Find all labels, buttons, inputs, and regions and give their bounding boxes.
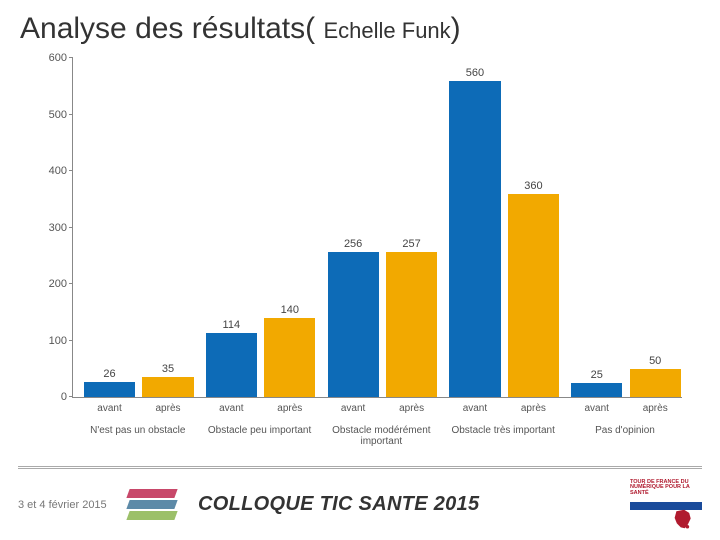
bar-value-label: 256	[328, 238, 379, 252]
chart-bar: 140après	[264, 318, 315, 397]
chart-bar: 560avant	[449, 81, 500, 397]
x-sub-label: avant	[328, 397, 379, 414]
y-tick-label: 300	[33, 222, 67, 234]
page-title: Analyse des résultats( Echelle Funk)	[20, 12, 700, 46]
x-group-label: Pas d'opinion	[570, 425, 680, 436]
bar-value-label: 560	[449, 67, 500, 81]
x-group-label: N'est pas un obstacle	[83, 425, 193, 436]
x-sub-label: après	[386, 397, 437, 414]
logo-right-text: TOUR DE FRANCE DU NUMÉRIQUE POUR LA SANT…	[630, 480, 702, 497]
footer: 3 et 4 février 2015 COLLOQUE TIC SANTE 2…	[18, 468, 702, 540]
title-sub: Echelle Funk	[323, 18, 450, 43]
bar-value-label: 114	[206, 319, 257, 333]
chart-bar: 25avant	[571, 383, 622, 397]
chart-bars: 26avant35après114avant140après256avant25…	[73, 58, 682, 397]
x-sub-label: avant	[84, 397, 135, 414]
chart-bar: 114avant	[206, 333, 257, 397]
y-tick-label: 600	[33, 52, 67, 64]
x-sub-label: avant	[449, 397, 500, 414]
bar-value-label: 50	[630, 355, 681, 369]
bar-value-label: 360	[508, 180, 559, 194]
logo-tour-de-france: TOUR DE FRANCE DU NUMÉRIQUE POUR LA SANT…	[630, 480, 702, 530]
chart-bar: 26avant	[84, 382, 135, 397]
y-tick-label: 100	[33, 335, 67, 347]
chart-bar: 50après	[630, 369, 681, 397]
footer-colloque: COLLOQUE TIC SANTE 2015	[194, 493, 630, 516]
y-tick-mark	[69, 57, 73, 58]
y-tick-mark	[69, 396, 73, 397]
title-close: )	[451, 12, 461, 45]
slide: Analyse des résultats( Echelle Funk) 26a…	[0, 0, 720, 540]
x-sub-label: après	[264, 397, 315, 414]
x-sub-label: avant	[206, 397, 257, 414]
y-tick-label: 500	[33, 109, 67, 121]
x-group-label: Obstacle très important	[448, 425, 558, 436]
bar-value-label: 25	[571, 369, 622, 383]
chart-area: 26avant35après114avant140après256avant25…	[30, 58, 690, 468]
y-tick-label: 200	[33, 278, 67, 290]
title-main: Analyse des résultats(	[20, 12, 323, 45]
x-sub-label: après	[630, 397, 681, 414]
x-group-label: Obstacle modérément important	[327, 425, 437, 447]
x-sub-label: après	[508, 397, 559, 414]
y-tick-mark	[69, 340, 73, 341]
bar-value-label: 26	[84, 368, 135, 382]
chart-bar: 35après	[142, 377, 193, 397]
chart-bar: 256avant	[328, 252, 379, 397]
bar-value-label: 140	[264, 304, 315, 318]
y-tick-mark	[69, 114, 73, 115]
bar-value-label: 257	[386, 238, 437, 252]
y-tick-mark	[69, 170, 73, 171]
chart-bar: 360après	[508, 194, 559, 397]
y-tick-mark	[69, 283, 73, 284]
y-tick-label: 400	[33, 165, 67, 177]
footer-date: 3 et 4 février 2015	[18, 499, 128, 511]
y-tick-mark	[69, 227, 73, 228]
x-sub-label: après	[142, 397, 193, 414]
bar-value-label: 35	[142, 363, 193, 377]
logo-formatic-sante	[128, 489, 184, 521]
y-tick-label: 0	[33, 391, 67, 403]
x-group-label: Obstacle peu important	[205, 425, 315, 436]
chart-plot: 26avant35après114avant140après256avant25…	[72, 58, 682, 398]
x-sub-label: avant	[571, 397, 622, 414]
france-map-icon	[668, 508, 698, 530]
title-row: Analyse des résultats( Echelle Funk)	[0, 0, 720, 50]
chart-bar: 257après	[386, 252, 437, 397]
